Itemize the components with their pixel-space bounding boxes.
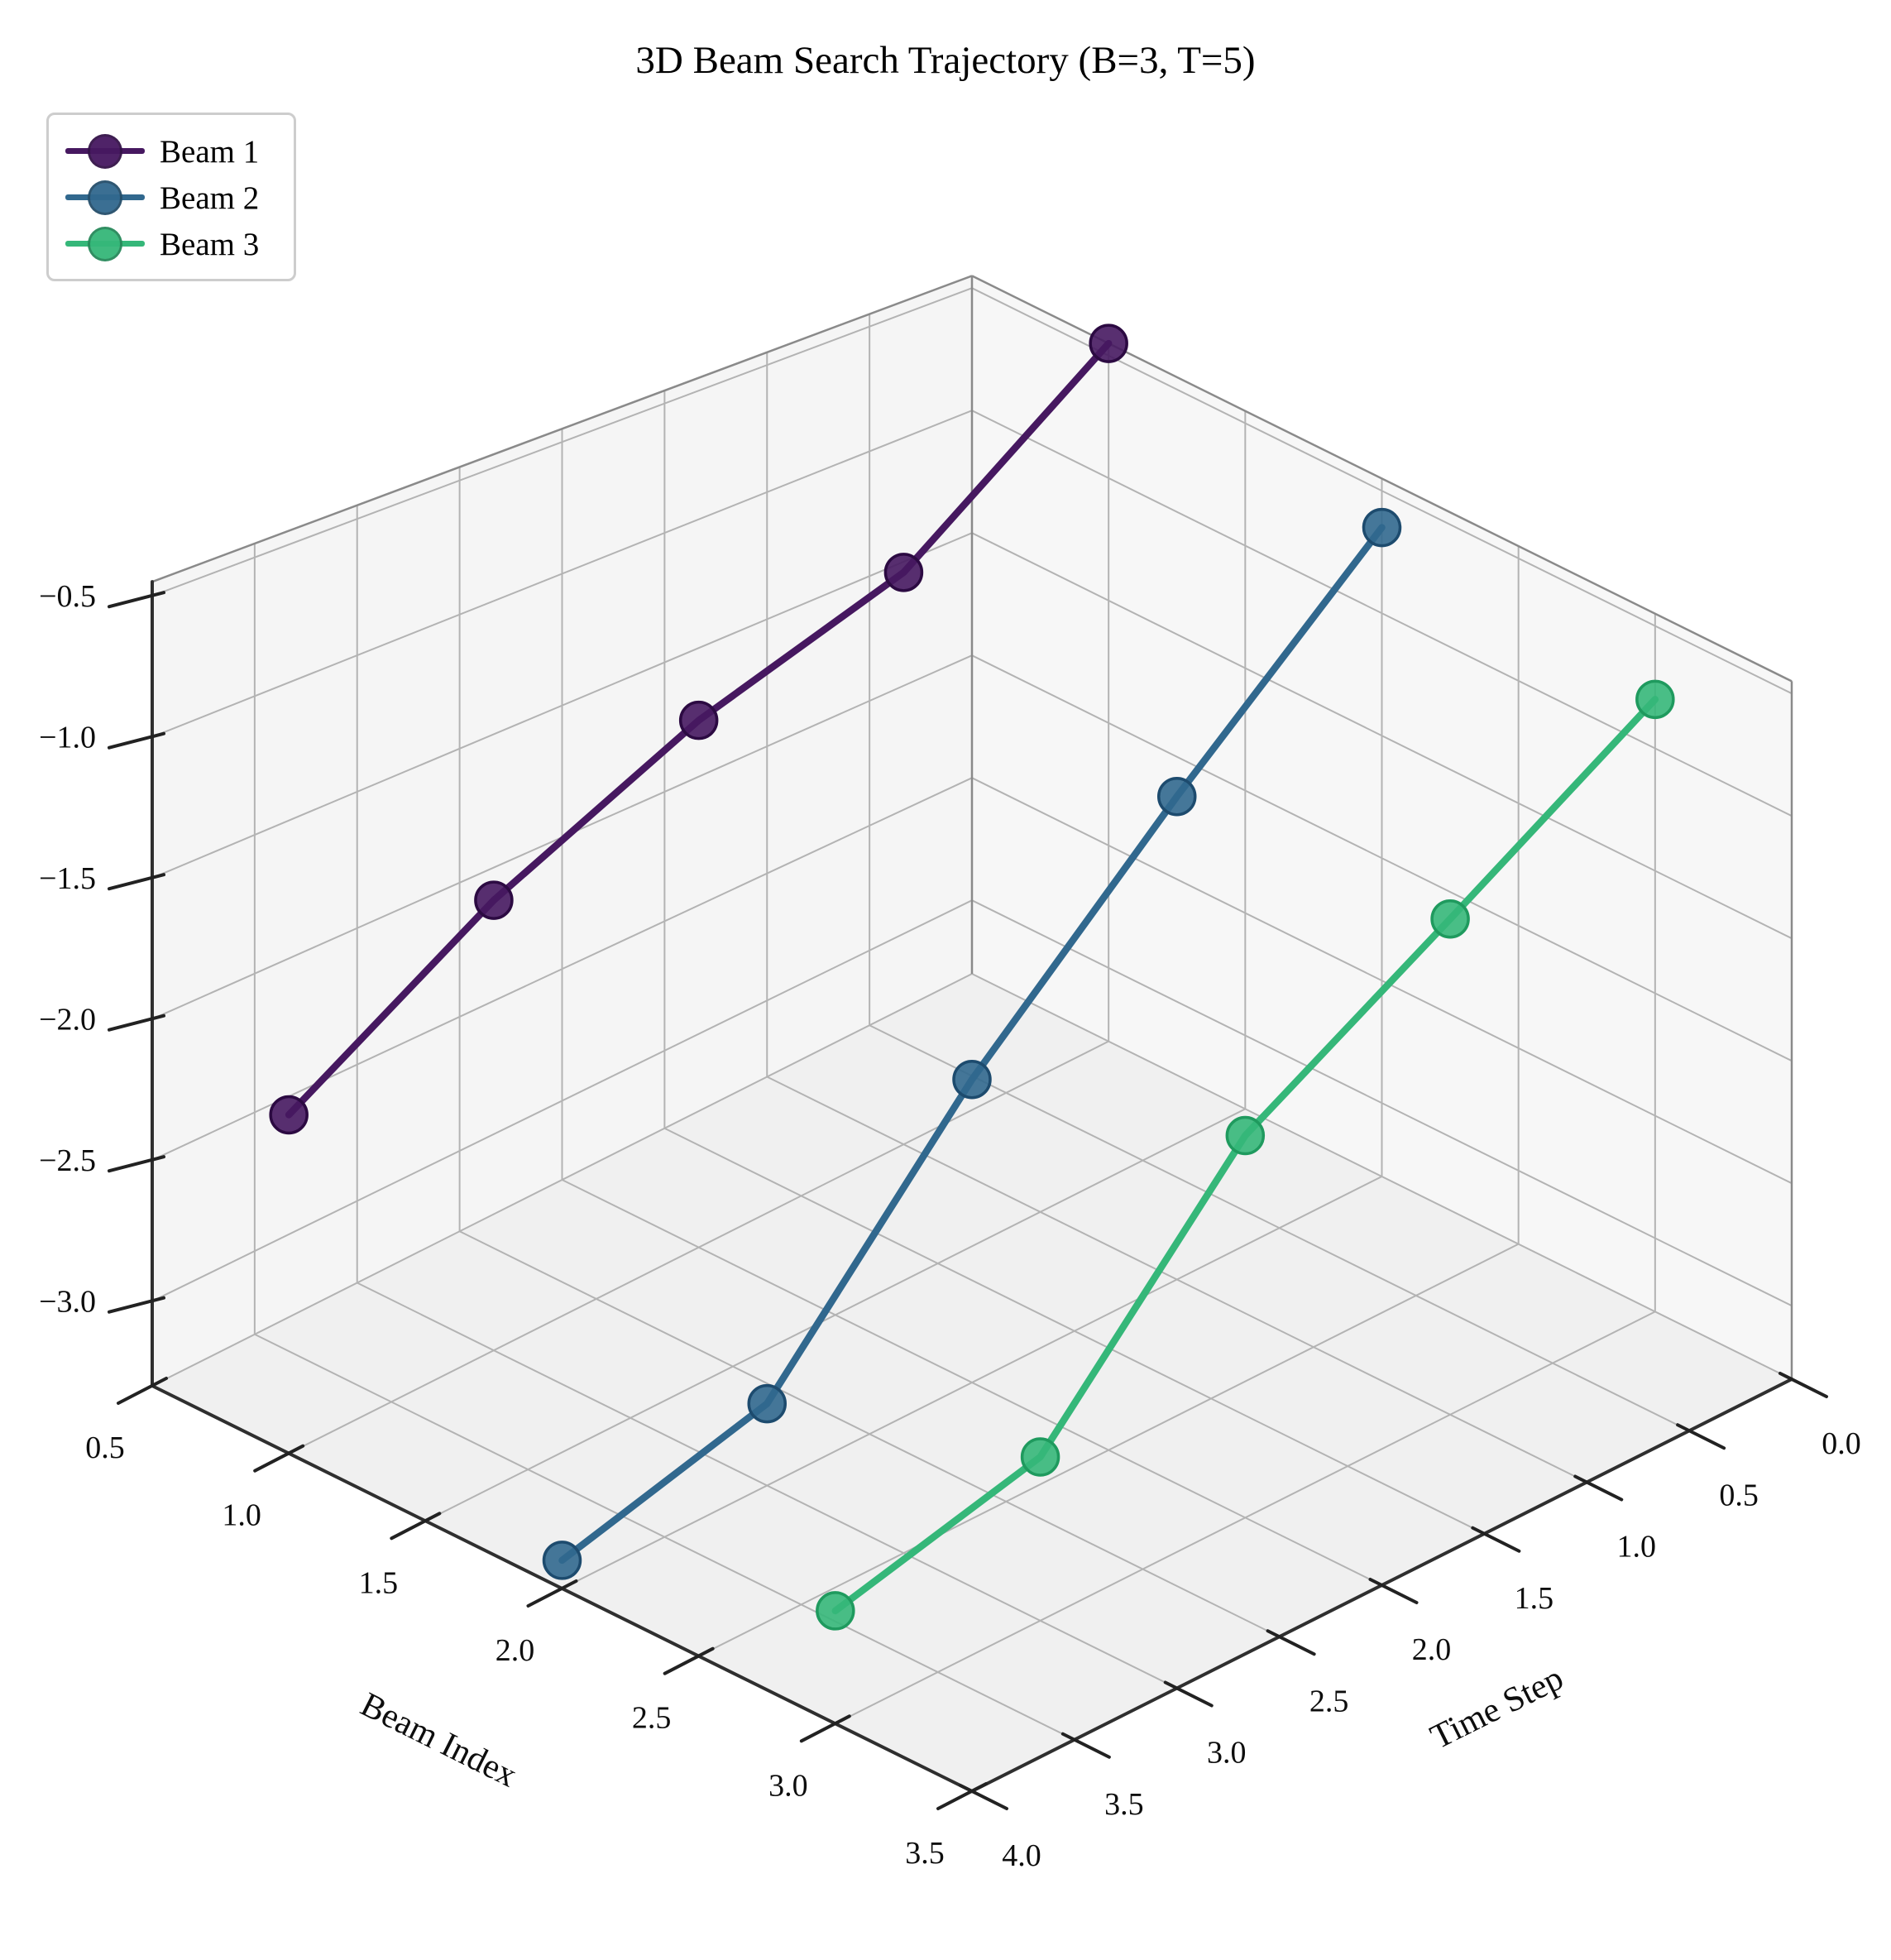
marker-beam1-t4 xyxy=(269,1095,309,1135)
marker-beam2-t2 xyxy=(952,1059,992,1100)
beam-tick-label: 0.5 xyxy=(85,1430,125,1465)
legend-item-beam-2: Beam 2 xyxy=(64,175,285,221)
z-tick-label: −1.5 xyxy=(39,861,96,896)
time-tick-label: 0.5 xyxy=(1719,1478,1759,1512)
beam-tick-label: 1.5 xyxy=(359,1565,399,1600)
marker-beam2-t3 xyxy=(747,1383,787,1424)
marker-beam1-t3 xyxy=(474,880,514,920)
legend-marker-beam-2-icon xyxy=(64,179,146,217)
series-beam-3 xyxy=(816,679,1675,1631)
time-tick-label: 3.5 xyxy=(1104,1787,1144,1822)
beam-tick-label: 1.0 xyxy=(222,1498,261,1533)
z-tick-label: −2.5 xyxy=(39,1143,96,1178)
marker-beam1-t0 xyxy=(1089,323,1128,363)
marker-beam1-t1 xyxy=(883,553,924,592)
z-tick-label: −3.0 xyxy=(39,1285,96,1320)
left-wall-top-edge xyxy=(151,275,973,583)
series-beam-1 xyxy=(269,323,1128,1135)
legend-label-beam-3: Beam 3 xyxy=(160,226,260,262)
marker-beam2-t4 xyxy=(542,1541,582,1580)
marker-beam3-t3 xyxy=(1020,1437,1060,1477)
legend-item-beam-3: Beam 3 xyxy=(64,221,285,267)
legend-marker-beam-1-icon xyxy=(64,132,146,170)
legend-item-beam-1: Beam 1 xyxy=(64,128,285,175)
legend-label-beam-2: Beam 2 xyxy=(160,180,260,216)
marker-beam2-t1 xyxy=(1157,776,1197,817)
z-tick-label: −2.0 xyxy=(39,1003,96,1038)
series-beam-2 xyxy=(542,507,1402,1580)
time-axis-ticks: 0.0 0.5 1.0 1.5 2.0 2.5 3.0 3.5 4.0 xyxy=(959,1372,1861,1873)
time-tick-label: 1.0 xyxy=(1617,1530,1657,1565)
beam-axis-title: Beam Index xyxy=(355,1685,523,1795)
beam-axis-ticks: 0.5 1.0 1.5 2.0 2.5 3.0 3.5 xyxy=(85,1377,988,1871)
legend-label-beam-1: Beam 1 xyxy=(160,133,260,170)
marker-beam3-t4 xyxy=(816,1591,855,1631)
time-tick-label: 0.0 xyxy=(1822,1426,1861,1461)
marker-beam3-t0 xyxy=(1635,679,1675,720)
legend: Beam 1 Beam 2 Beam 3 xyxy=(46,113,296,281)
time-tick-label: 4.0 xyxy=(1002,1838,1041,1873)
beam-tick-label: 3.0 xyxy=(768,1768,808,1803)
marker-beam3-t1 xyxy=(1430,899,1470,939)
time-tick-label: 1.5 xyxy=(1515,1581,1554,1616)
z-tick-label: −0.5 xyxy=(39,579,96,614)
marker-beam3-t2 xyxy=(1225,1115,1266,1156)
marker-beam1-t2 xyxy=(678,700,719,740)
chart-title: 3D Beam Search Trajectory (B=3, T=5) xyxy=(635,39,1256,82)
marker-beam2-t0 xyxy=(1362,507,1402,548)
z-axis-ticks: −0.5 −1.0 −1.5 −2.0 −2.5 −3.0 xyxy=(39,579,165,1320)
beam-tick-label: 2.5 xyxy=(632,1701,672,1736)
beam-tick-label: 2.0 xyxy=(495,1633,535,1668)
time-tick-label: 3.0 xyxy=(1207,1736,1247,1771)
legend-marker-beam-3-icon xyxy=(64,225,146,263)
time-axis-title: Time Step xyxy=(1424,1659,1569,1756)
beam-tick-label: 3.5 xyxy=(905,1836,945,1871)
time-tick-label: 2.0 xyxy=(1412,1632,1452,1667)
time-tick-label: 2.5 xyxy=(1309,1684,1349,1718)
z-tick-label: −1.0 xyxy=(39,721,96,755)
